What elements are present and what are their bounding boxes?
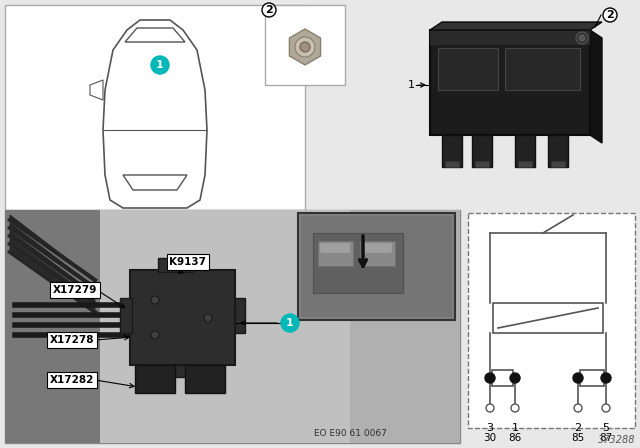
Bar [5, 5, 305, 210]
Bar [370, 5, 635, 210]
Circle shape [486, 404, 494, 412]
Polygon shape [10, 223, 95, 289]
Bar [5, 210, 100, 443]
Circle shape [574, 404, 582, 412]
Circle shape [573, 373, 583, 383]
Bar [100, 210, 350, 443]
Bar [135, 365, 175, 393]
Polygon shape [289, 29, 321, 65]
Bar [515, 135, 535, 167]
Polygon shape [10, 247, 95, 309]
Bar [492, 370, 513, 386]
Circle shape [576, 32, 588, 44]
Text: 1: 1 [286, 318, 294, 328]
Text: 30: 30 [483, 433, 497, 443]
Bar [362, 243, 392, 253]
Bar [120, 298, 132, 333]
Circle shape [151, 331, 159, 339]
Text: 1: 1 [156, 60, 164, 70]
Bar [548, 135, 568, 167]
Bar [185, 365, 225, 393]
Circle shape [204, 314, 212, 322]
Bar [350, 210, 460, 443]
Bar [235, 298, 245, 333]
Text: 85: 85 [572, 433, 584, 443]
Circle shape [579, 35, 585, 41]
Bar [472, 135, 492, 167]
Text: 2: 2 [265, 5, 273, 15]
Polygon shape [10, 239, 95, 302]
Circle shape [151, 296, 159, 304]
Circle shape [485, 373, 495, 383]
Text: 5: 5 [602, 423, 609, 433]
Bar [445, 161, 459, 167]
Bar [551, 161, 565, 167]
Bar [430, 30, 590, 135]
Bar [360, 241, 395, 266]
Polygon shape [10, 231, 95, 296]
Bar [318, 241, 353, 266]
Bar [313, 233, 403, 293]
Text: 2: 2 [575, 423, 582, 433]
Polygon shape [103, 20, 207, 208]
Bar [265, 5, 345, 85]
Circle shape [300, 42, 310, 52]
Polygon shape [430, 22, 602, 30]
Bar [505, 48, 580, 90]
Text: K9137: K9137 [170, 257, 207, 267]
Polygon shape [590, 30, 602, 143]
Text: 86: 86 [508, 433, 522, 443]
Polygon shape [123, 175, 187, 190]
Text: X17279: X17279 [53, 285, 97, 295]
Text: 373288: 373288 [598, 435, 635, 445]
Text: X17282: X17282 [50, 375, 94, 385]
Bar [475, 161, 489, 167]
Circle shape [295, 37, 315, 57]
Text: 1: 1 [408, 80, 415, 90]
Circle shape [281, 314, 299, 332]
Text: 87: 87 [600, 433, 612, 443]
Bar [158, 365, 193, 377]
Text: 1: 1 [511, 423, 518, 433]
Circle shape [151, 56, 169, 74]
Circle shape [510, 373, 520, 383]
Bar [298, 213, 455, 320]
Bar [320, 243, 350, 253]
Circle shape [511, 404, 519, 412]
Bar [438, 48, 498, 90]
Polygon shape [90, 80, 103, 100]
Bar [158, 258, 193, 272]
Bar [468, 213, 635, 428]
Text: 2: 2 [606, 10, 614, 20]
Polygon shape [125, 28, 185, 42]
Bar [130, 270, 235, 365]
Polygon shape [10, 215, 95, 282]
Bar [580, 370, 604, 386]
Bar [468, 213, 635, 428]
Bar [493, 303, 603, 333]
Bar [518, 161, 532, 167]
Circle shape [602, 404, 610, 412]
Bar [301, 216, 452, 317]
Bar [430, 30, 590, 45]
Text: X17278: X17278 [50, 335, 94, 345]
Bar [442, 135, 462, 167]
Circle shape [601, 373, 611, 383]
Bar [5, 210, 460, 443]
Text: 3: 3 [486, 423, 493, 433]
Text: EO E90 61 0067: EO E90 61 0067 [314, 429, 387, 438]
